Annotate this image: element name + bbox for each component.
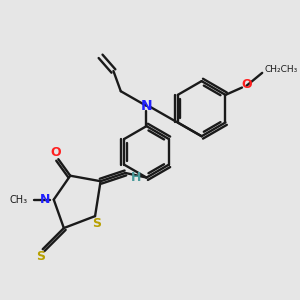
Text: N: N — [40, 193, 51, 206]
Text: O: O — [50, 146, 61, 159]
Text: O: O — [241, 78, 252, 91]
Text: S: S — [36, 250, 45, 263]
Text: N: N — [141, 99, 152, 113]
Text: S: S — [92, 217, 101, 230]
Text: H: H — [131, 171, 142, 184]
Text: CH₃: CH₃ — [10, 195, 28, 205]
Text: CH₂CH₃: CH₂CH₃ — [264, 65, 297, 74]
